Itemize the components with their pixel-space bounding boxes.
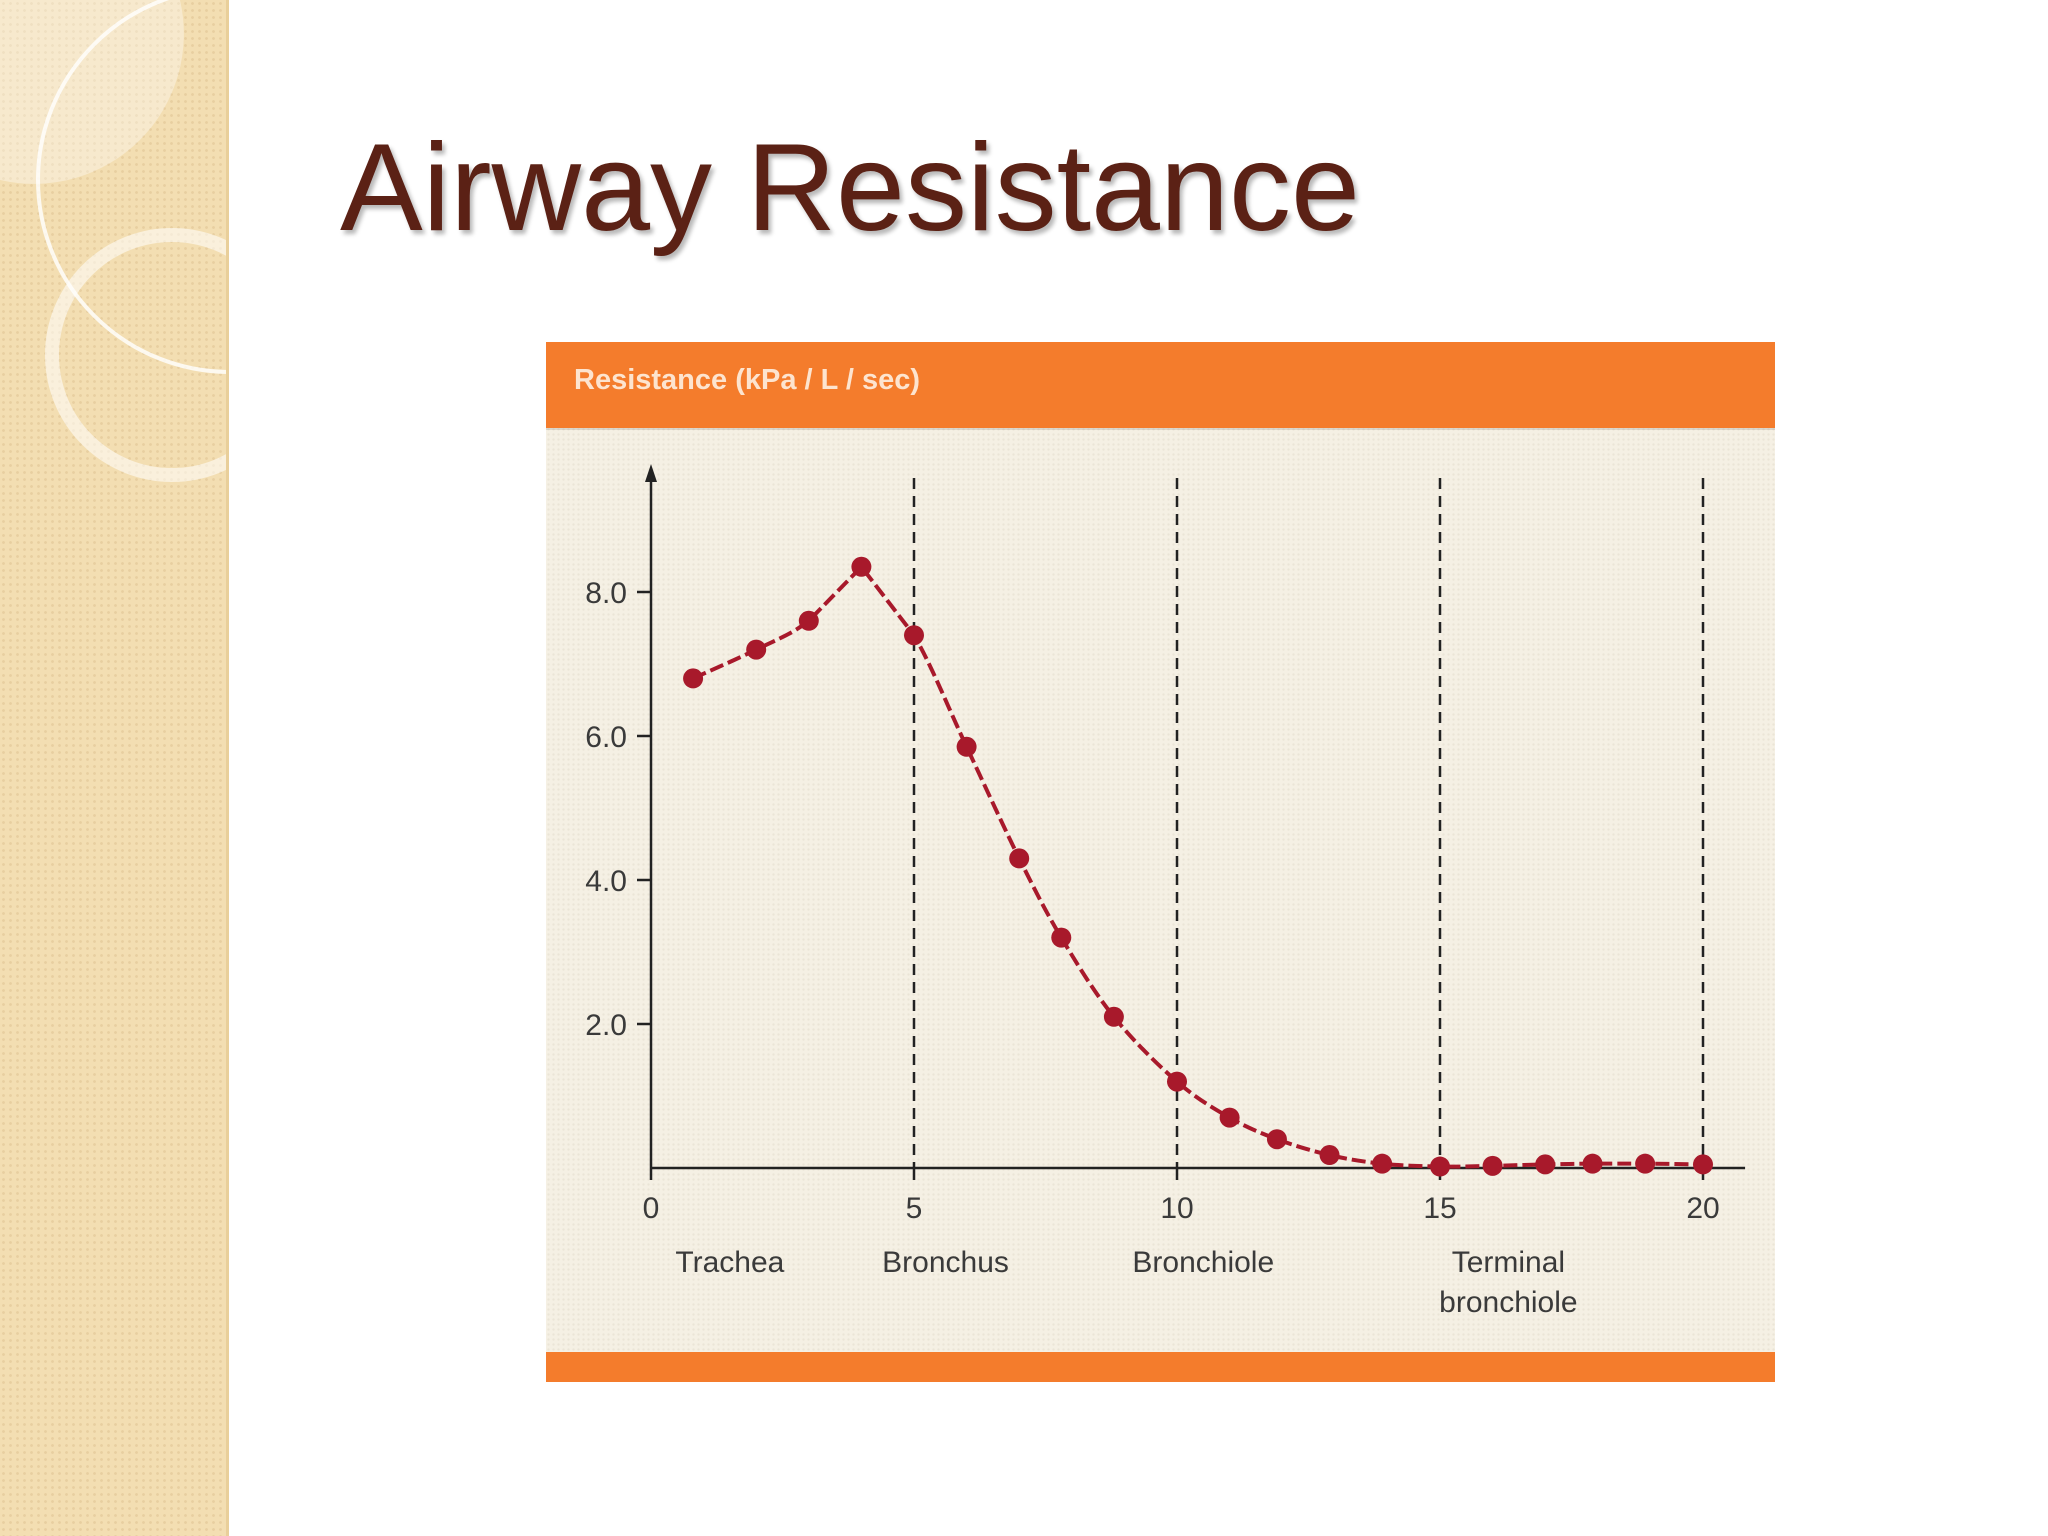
region-label: bronchiole bbox=[1439, 1286, 1577, 1319]
data-point bbox=[683, 668, 704, 689]
y-tick-label: 4.0 bbox=[585, 865, 627, 898]
data-point bbox=[1319, 1145, 1340, 1166]
x-tick-label: 20 bbox=[1686, 1192, 1719, 1225]
data-point bbox=[904, 625, 924, 646]
data-point bbox=[1219, 1107, 1240, 1128]
data-point bbox=[1051, 927, 1072, 948]
line-chart: 8.0 6.0 4.0 2.0 0 5 10 15 20 Trachea Bronchus Bronc… bbox=[585, 464, 1746, 1319]
chart-header-band: Resistance (kPa / L / sec) bbox=[546, 342, 1775, 428]
decorative-corner-shape bbox=[0, 0, 184, 184]
slide-title: Airway Resistance bbox=[340, 119, 1360, 257]
region-label: Terminal bbox=[1452, 1246, 1565, 1279]
decorative-rings bbox=[0, 0, 228, 482]
x-tick-label: 15 bbox=[1423, 1192, 1456, 1225]
region-label: Trachea bbox=[675, 1246, 784, 1279]
y-tick-label: 6.0 bbox=[585, 721, 627, 754]
chart-title: Resistance (kPa / L / sec) bbox=[574, 364, 921, 396]
y-tick-label: 2.0 bbox=[585, 1009, 627, 1042]
decorative-sidebar bbox=[0, 0, 228, 1536]
decorative-small-ring bbox=[45, 228, 228, 482]
data-point bbox=[956, 736, 977, 757]
region-label: Bronchiole bbox=[1132, 1246, 1274, 1279]
data-point bbox=[1009, 848, 1030, 869]
data-point bbox=[1167, 1071, 1187, 1092]
data-point bbox=[1266, 1129, 1287, 1150]
y-axis-arrow bbox=[645, 464, 657, 482]
region-label: Bronchus bbox=[882, 1246, 1009, 1279]
x-tick-label: 10 bbox=[1160, 1192, 1193, 1225]
sidebar-divider bbox=[226, 0, 229, 1536]
data-point bbox=[1693, 1154, 1713, 1175]
data-point bbox=[798, 610, 819, 631]
series-line bbox=[692, 563, 1704, 1169]
data-point bbox=[1482, 1155, 1503, 1176]
data-point bbox=[1372, 1153, 1393, 1174]
chart-figure: Resistance (kPa / L / sec) 8.0 6.0 4.0 2.0 0… bbox=[546, 342, 1775, 1382]
data-point bbox=[1103, 1006, 1124, 1027]
data-point bbox=[1430, 1156, 1450, 1177]
data-point bbox=[1582, 1153, 1603, 1174]
data-point bbox=[746, 639, 767, 660]
chart-footer-band bbox=[546, 1352, 1775, 1382]
data-point bbox=[1535, 1154, 1556, 1175]
data-point bbox=[1635, 1153, 1656, 1174]
x-tick-label: 5 bbox=[906, 1192, 923, 1225]
data-point bbox=[851, 556, 872, 577]
decorative-large-ring bbox=[36, 0, 228, 374]
y-tick-label: 8.0 bbox=[585, 577, 627, 610]
x-tick-label: 0 bbox=[643, 1192, 660, 1225]
